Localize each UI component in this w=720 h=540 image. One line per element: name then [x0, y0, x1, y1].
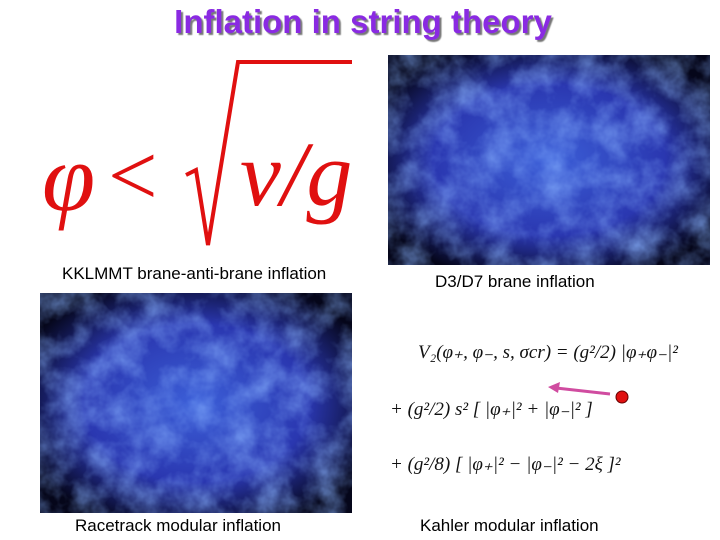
image-top — [388, 55, 710, 265]
formula-lhs: φ — [42, 124, 95, 231]
formula-relation: < — [108, 128, 158, 225]
sqrt-sign — [185, 60, 352, 246]
image-bottom — [40, 293, 352, 513]
caption: Racetrack modular inflation — [75, 516, 281, 535]
caption: Kahler modular inflation — [420, 516, 599, 535]
dot — [615, 390, 629, 404]
caption: KKLMMT brane-anti-brane inflation — [62, 264, 326, 283]
formula-radicand: v/g — [240, 123, 352, 225]
title: Inflation in string theory — [174, 3, 552, 40]
equation-line: V₂(φ₊, φ₋, s, σcr) = (g²/2) |φ₊φ₋|² — [418, 342, 678, 363]
arrow — [555, 386, 611, 396]
caption: D3/D7 brane inflation — [435, 272, 595, 291]
arrow-head — [548, 382, 560, 393]
equation-line: + (g²/8) [ |φ₊|² − |φ₋|² − 2ξ ]² — [390, 454, 621, 475]
equation-line: + (g²/2) s² [ |φ₊|² + |φ₋|² ] — [390, 399, 593, 420]
